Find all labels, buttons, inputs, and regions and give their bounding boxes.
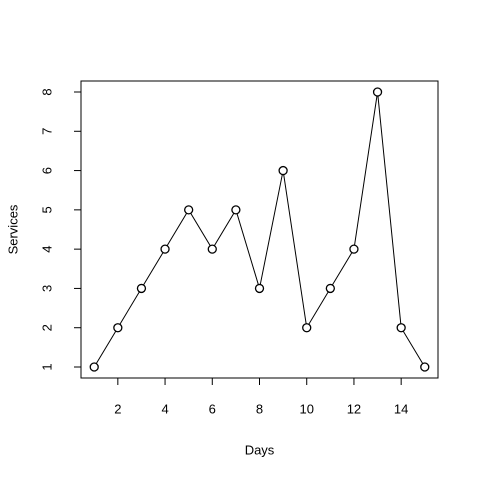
x-tick-label: 14	[394, 401, 408, 416]
y-tick-label: 4	[39, 246, 54, 253]
plot-frame	[80, 80, 439, 379]
data-point	[372, 87, 383, 97]
x-tick-label: 12	[347, 401, 361, 416]
y-axis-label: Services	[5, 204, 20, 254]
data-line	[93, 91, 426, 368]
y-tick-label: 3	[39, 285, 54, 292]
y-tick-label: 8	[39, 88, 54, 95]
data-point	[302, 323, 312, 333]
data-point	[89, 362, 99, 372]
x-axis-label: Days	[245, 442, 275, 457]
x-tick-label: 8	[256, 401, 263, 416]
data-point	[349, 244, 359, 254]
data-point	[420, 362, 430, 372]
data-point	[160, 244, 170, 254]
data-point	[136, 283, 147, 294]
y-tick-label: 7	[39, 128, 54, 135]
x-tick-label: 6	[209, 401, 216, 416]
data-point	[231, 205, 241, 215]
data-point	[325, 283, 335, 294]
data-point	[254, 283, 265, 294]
y-tick-label: 6	[39, 167, 54, 174]
data-point	[113, 323, 123, 333]
y-tick-label: 1	[39, 363, 54, 370]
data-point	[184, 205, 194, 215]
x-tick-label: 10	[299, 401, 313, 416]
data-point	[396, 323, 406, 333]
data-point	[278, 165, 288, 176]
data-point	[207, 244, 217, 254]
x-tick-label: 2	[114, 401, 121, 416]
y-tick-label: 5	[39, 206, 54, 213]
x-tick-label: 4	[161, 401, 168, 416]
y-tick-label: 2	[39, 324, 54, 331]
